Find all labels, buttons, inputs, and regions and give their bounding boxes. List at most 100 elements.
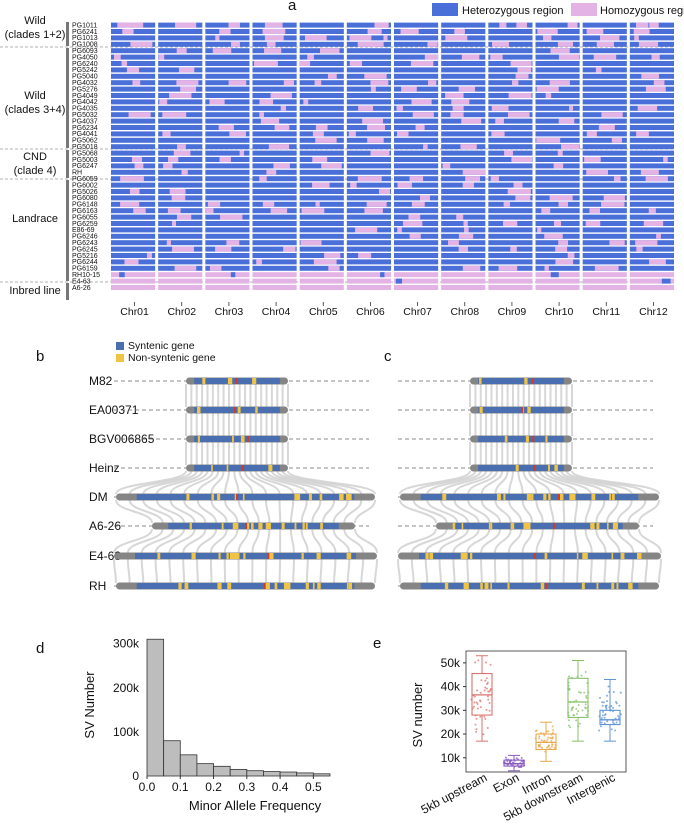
chromosome-label: Chr02: [167, 306, 196, 318]
genotype-segment: [134, 163, 144, 169]
genotype-cell: [205, 35, 250, 41]
nonsyntenic-gene: [465, 583, 469, 589]
genotype-cell: [582, 61, 627, 66]
data-point: [548, 744, 551, 747]
nonsyntenic-gene: [295, 494, 301, 500]
genotype-cell: [205, 67, 250, 73]
synteny-link: [360, 558, 365, 584]
data-point: [479, 699, 482, 702]
synteny-link: [549, 528, 555, 554]
d-ylabel: SV Number: [82, 671, 97, 739]
genotype-cell: [158, 163, 203, 169]
data-point: [545, 740, 548, 743]
d-xlabel: Minor Allele Frequency: [189, 798, 322, 813]
data-point: [473, 695, 476, 698]
genotype-cell: [205, 265, 250, 271]
synteny-link: [467, 499, 491, 524]
synteny-link: [182, 528, 207, 554]
nonsyntenic-gene: [596, 523, 600, 529]
data-point: [567, 711, 570, 714]
sample-label: PG4050: [72, 54, 98, 61]
nonsyntenic-gene: [349, 553, 352, 559]
genotype-segment: [611, 137, 622, 143]
genotype-cell: [629, 99, 674, 105]
genotype-segment: [401, 86, 417, 92]
synteny-link: [453, 470, 493, 495]
x-tick-label: 0.1: [172, 780, 189, 794]
genotype-cell: [394, 48, 439, 54]
genotype-segment: [366, 201, 387, 207]
synteny-link: [507, 528, 523, 554]
genotype-cell: [252, 227, 297, 233]
genotype-cell: [582, 272, 627, 278]
nonsyntenic-gene: [531, 494, 534, 500]
synteny-link: [562, 558, 566, 584]
nonsyntenic-gene: [507, 583, 510, 589]
genotype-cell: [488, 137, 533, 143]
data-point: [550, 733, 553, 736]
genotype-cell: [299, 265, 344, 271]
synteny-link: [311, 499, 322, 524]
synteny-link: [466, 558, 470, 584]
y-tick-label: 200k: [113, 681, 140, 695]
data-point: [570, 676, 573, 679]
data-point: [474, 723, 477, 726]
nonsyntenic-gene: [283, 583, 289, 589]
genotype-segment: [490, 54, 503, 60]
genotype-cell: [299, 86, 344, 92]
data-point: [488, 690, 491, 693]
y-tick-label: 100k: [113, 725, 140, 739]
data-point: [539, 741, 542, 744]
genotype-segment: [120, 176, 144, 182]
data-point: [579, 691, 582, 694]
synteny-link: [605, 528, 621, 554]
genotype-cell: [299, 67, 344, 73]
genotype-cell: [488, 278, 533, 284]
genotype-cell: [441, 163, 486, 169]
chromosome-label: Chr07: [403, 306, 432, 318]
synteny-link: [521, 499, 534, 524]
nonsyntenic-gene: [581, 583, 585, 589]
genotype-cell: [158, 41, 203, 47]
data-point: [567, 681, 570, 684]
nonsyntenic-gene: [548, 494, 551, 500]
synteny-link: [249, 470, 281, 495]
genotype-cell: [346, 195, 391, 201]
genotype-cell: [535, 214, 580, 220]
genotype-cell: [158, 221, 203, 226]
genotype-segment: [663, 157, 668, 162]
genotype-cell: [299, 80, 344, 86]
highlight-gene: [531, 378, 534, 384]
nonsyntenic-gene: [490, 523, 493, 529]
synteny-link: [311, 528, 323, 554]
data-point: [567, 684, 570, 687]
genotype-cell: [111, 195, 156, 201]
synteny-link: [584, 499, 592, 524]
data-point: [511, 764, 514, 767]
genotype-cell: [346, 163, 391, 169]
genotype-cell: [441, 22, 486, 28]
genotype-cell: [582, 246, 627, 252]
genotype-cell: [252, 99, 297, 105]
genotype-cell: [394, 105, 439, 111]
data-point: [599, 725, 602, 728]
histogram-bar: [279, 771, 298, 777]
synteny-link: [630, 558, 635, 584]
sample-label: PG6244: [72, 259, 98, 266]
nonsyntenic-gene: [243, 553, 246, 559]
synteny-link: [480, 528, 502, 554]
synteny-link: [115, 470, 187, 495]
nonsyntenic-gene: [543, 494, 547, 500]
genotype-segment: [229, 131, 247, 137]
genotype-cell: [158, 169, 203, 175]
synteny-link: [332, 528, 351, 554]
genotype-segment: [212, 48, 232, 54]
nonsyntenic-gene: [312, 583, 315, 589]
highlight-gene: [263, 583, 266, 589]
synteny-link: [278, 499, 282, 524]
genotype-segment: [374, 22, 389, 28]
synteny-link: [155, 499, 186, 524]
nonsyntenic-gene: [302, 523, 305, 529]
data-point: [567, 675, 570, 678]
synteny-link: [300, 499, 308, 524]
